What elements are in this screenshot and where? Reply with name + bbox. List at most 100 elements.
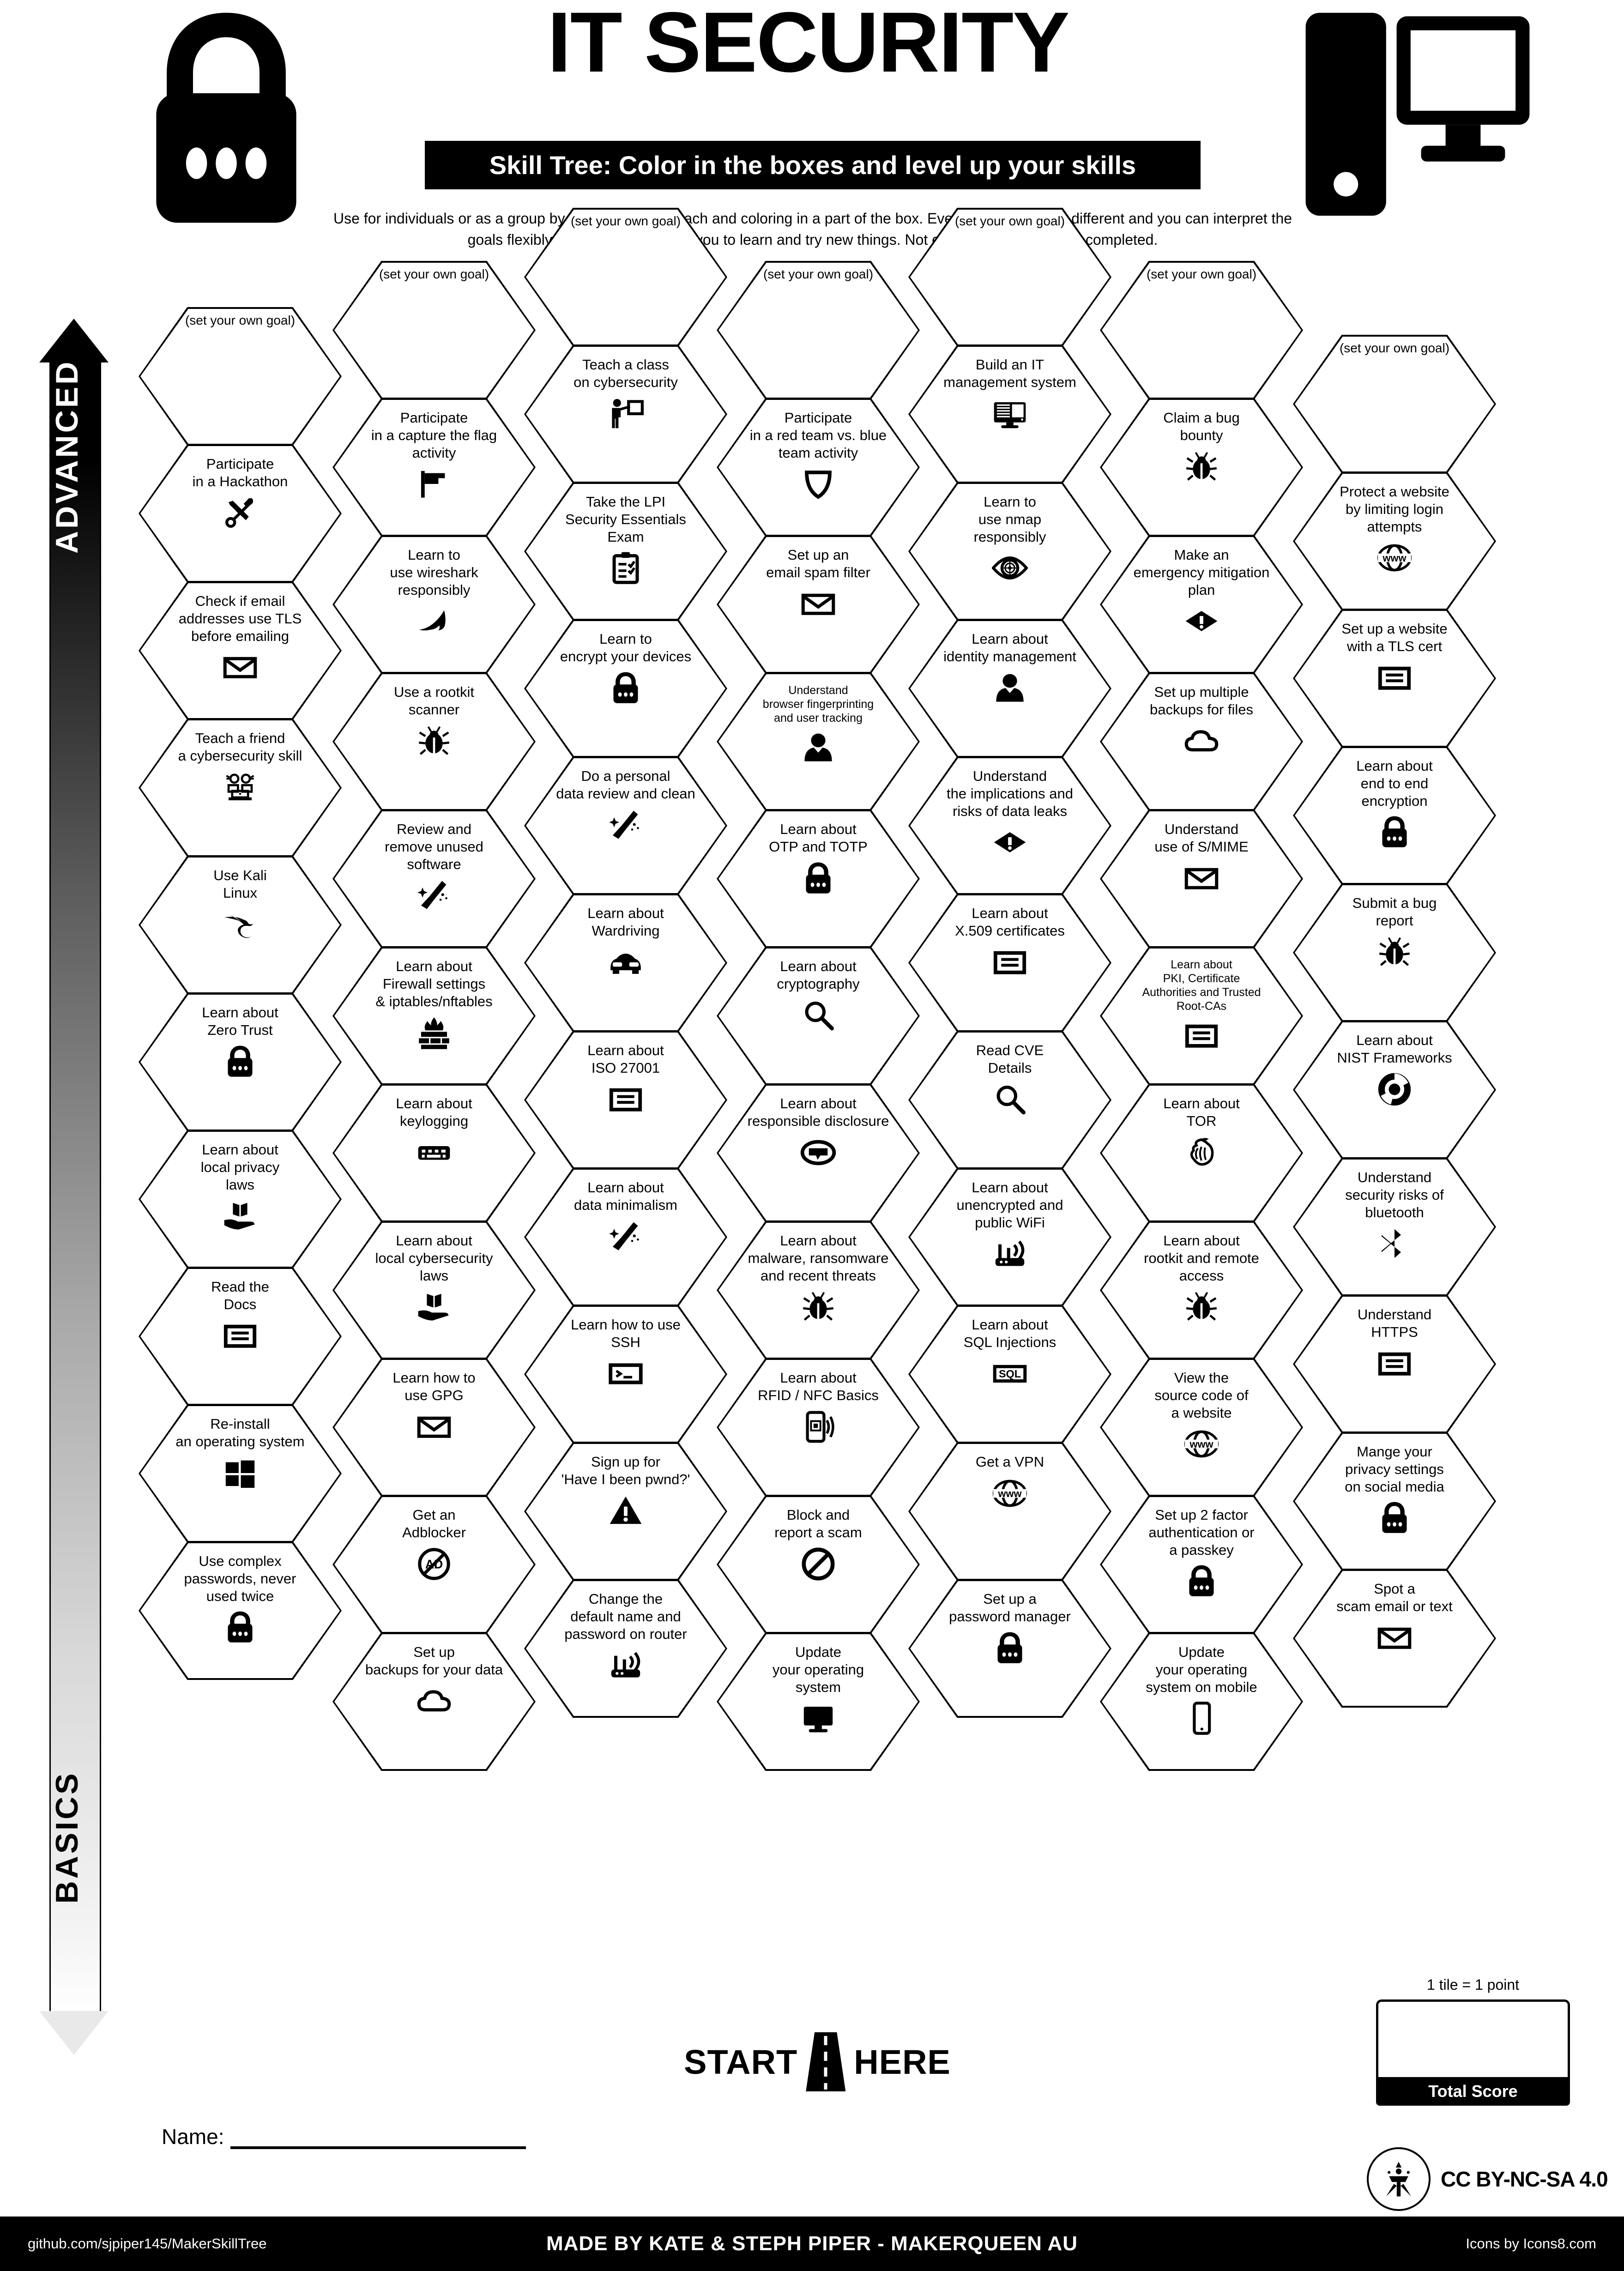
hex-fill[interactable] <box>718 1360 918 1495</box>
hex-fill[interactable] <box>910 210 1110 344</box>
hex-fill[interactable] <box>1295 337 1494 471</box>
hex-fill[interactable] <box>1295 1571 1494 1706</box>
skill-tile[interactable]: Set up 2 factor authentication or a passke… <box>1100 1495 1303 1634</box>
skill-tile[interactable]: Learn about RFID / NFC Basics <box>717 1358 920 1497</box>
skill-tile[interactable]: (set your own goal) <box>332 261 536 399</box>
hex-fill[interactable] <box>334 263 534 398</box>
skill-tile[interactable]: Learn about Wardriving <box>524 894 727 1032</box>
skill-tile[interactable]: Learn about ISO 27001 <box>524 1031 727 1169</box>
skill-tile[interactable]: Update your operating system on mobile <box>1100 1632 1303 1771</box>
hex-fill[interactable] <box>1295 611 1494 746</box>
hex-fill[interactable] <box>718 537 918 672</box>
hex-fill[interactable] <box>334 948 534 1083</box>
skill-tile[interactable]: Set up multiple backups for files <box>1100 672 1303 811</box>
skill-tile[interactable]: Teach a class on cybersecurity <box>524 345 727 483</box>
hex-fill[interactable] <box>526 1307 725 1442</box>
skill-tile[interactable]: Learn about unencrypted and public WiFi <box>908 1168 1111 1306</box>
total-score-box[interactable]: 1 tile = 1 point Total Score <box>1376 1976 1570 2106</box>
hex-fill[interactable] <box>1295 1160 1494 1294</box>
skill-tile[interactable]: Learn about malware, ransomware and recent… <box>717 1221 920 1359</box>
skill-tile[interactable]: Learn about data minimalism <box>524 1168 727 1306</box>
hex-fill[interactable] <box>334 537 534 672</box>
hex-fill[interactable] <box>140 1543 340 1678</box>
skill-tile[interactable]: Read the Docs <box>139 1267 342 1406</box>
hex-fill[interactable] <box>526 1581 725 1716</box>
skill-tile[interactable]: Mange your privacy settings on social medi… <box>1293 1432 1496 1570</box>
skill-tile[interactable]: Claim a bug bounty <box>1100 398 1303 537</box>
hex-fill[interactable] <box>1102 1360 1301 1495</box>
hex-fill[interactable] <box>718 263 918 398</box>
skill-tile[interactable]: Make an emergency mitigation plan <box>1100 535 1303 674</box>
skill-tile[interactable]: Check if email addresses use TLS before em… <box>139 581 342 720</box>
hex-fill[interactable] <box>334 1223 534 1358</box>
skill-tile[interactable]: Spot a scam email or text <box>1293 1569 1496 1708</box>
skill-tile[interactable]: Sign up for 'Have I been pwnd?' <box>524 1442 727 1581</box>
hex-fill[interactable] <box>334 811 534 946</box>
hex-fill[interactable] <box>140 720 340 855</box>
hex-fill[interactable] <box>910 621 1110 756</box>
hex-fill[interactable] <box>1102 948 1301 1083</box>
skill-tile[interactable]: Learn to use nmap responsibly <box>908 482 1111 621</box>
skill-tile[interactable]: Block and report a scam <box>717 1495 920 1634</box>
skill-tile[interactable]: Learn about keylogging <box>332 1084 536 1222</box>
hex-fill[interactable] <box>910 1444 1110 1579</box>
skill-tile[interactable]: Learn about local cybersecurity laws <box>332 1221 536 1359</box>
hex-fill[interactable] <box>334 1634 534 1769</box>
github-link[interactable]: github.com/sjpiper145/MakerSkillTree <box>28 2235 267 2252</box>
hex-fill[interactable] <box>718 948 918 1083</box>
skill-tile[interactable]: (set your own goal) <box>717 261 920 399</box>
hex-fill[interactable] <box>526 484 725 619</box>
hex-fill[interactable] <box>1102 1086 1301 1220</box>
hex-fill[interactable] <box>526 347 725 482</box>
skill-tile[interactable]: Set up a website with a TLS cert <box>1293 609 1496 748</box>
skill-tile[interactable]: Teach a friend a cybersecurity skill <box>139 719 342 857</box>
hex-fill[interactable] <box>1102 263 1301 398</box>
skill-tile[interactable]: Understand use of S/MIME <box>1100 809 1303 948</box>
skill-tile[interactable]: Learn about NIST Frameworks <box>1293 1021 1496 1159</box>
hex-fill[interactable] <box>1102 811 1301 946</box>
skill-tile[interactable]: Learn about identity management <box>908 619 1111 758</box>
hex-fill[interactable] <box>140 1406 340 1541</box>
hex-fill[interactable] <box>140 1132 340 1267</box>
skill-tile[interactable]: Build an IT management system <box>908 345 1111 483</box>
hex-fill[interactable] <box>1102 1223 1301 1358</box>
skill-tile[interactable]: Set up a password manager <box>908 1579 1111 1718</box>
skill-tile[interactable]: Learn about SQL Injections SQL <box>908 1305 1111 1444</box>
hex-fill[interactable] <box>910 1170 1110 1305</box>
skill-tile[interactable]: Review and remove unused software <box>332 809 536 948</box>
hex-fill[interactable] <box>334 400 534 535</box>
skill-tile[interactable]: Learn to use wireshark responsibly <box>332 535 536 674</box>
skill-tile[interactable]: Understand browser fingerprinting and user… <box>717 672 920 811</box>
skill-tile[interactable]: Learn about responsible disclosure <box>717 1084 920 1222</box>
skill-tile[interactable]: Learn about PKI, Certificate Authorities a… <box>1100 947 1303 1085</box>
hex-fill[interactable] <box>910 758 1110 893</box>
skill-tile[interactable]: Learn about cryptography <box>717 947 920 1085</box>
skill-tile[interactable]: Learn about local privacy laws <box>139 1130 342 1268</box>
skill-tile[interactable]: (set your own goal) <box>524 208 727 346</box>
hex-fill[interactable] <box>1295 1434 1494 1569</box>
skill-tile[interactable]: Understand HTTPS <box>1293 1295 1496 1433</box>
skill-tile[interactable]: Participate in a capture the flag activity <box>332 398 536 537</box>
skill-tile[interactable]: Take the LPI Security Essentials Exam <box>524 482 727 621</box>
hex-fill[interactable] <box>526 210 725 344</box>
hex-fill[interactable] <box>718 1634 918 1769</box>
skill-tile[interactable]: Learn about end to end encryption <box>1293 746 1496 885</box>
hex-fill[interactable] <box>1102 674 1301 809</box>
hex-fill[interactable] <box>140 583 340 718</box>
skill-tile[interactable]: (set your own goal) <box>1100 261 1303 399</box>
skill-tile[interactable]: Use a rootkit scanner <box>332 672 536 811</box>
hex-fill[interactable] <box>526 1033 725 1167</box>
name-input-rule[interactable] <box>230 2142 526 2149</box>
hex-fill[interactable] <box>1102 537 1301 672</box>
skill-tile[interactable]: Re-install an operating system <box>139 1404 342 1543</box>
hex-fill[interactable] <box>1295 1297 1494 1431</box>
hex-fill[interactable] <box>1295 474 1494 609</box>
skill-tile[interactable]: Participate in a red team vs. blue team ac… <box>717 398 920 537</box>
skill-tile[interactable]: (set your own goal) <box>1293 335 1496 473</box>
skill-tile[interactable]: Learn about TOR <box>1100 1084 1303 1222</box>
hex-fill[interactable] <box>1295 748 1494 883</box>
skill-tile[interactable]: Submit a bug report <box>1293 883 1496 1022</box>
skill-tile[interactable]: Understand the implications and risks of d… <box>908 756 1111 895</box>
hex-fill[interactable] <box>140 309 340 444</box>
